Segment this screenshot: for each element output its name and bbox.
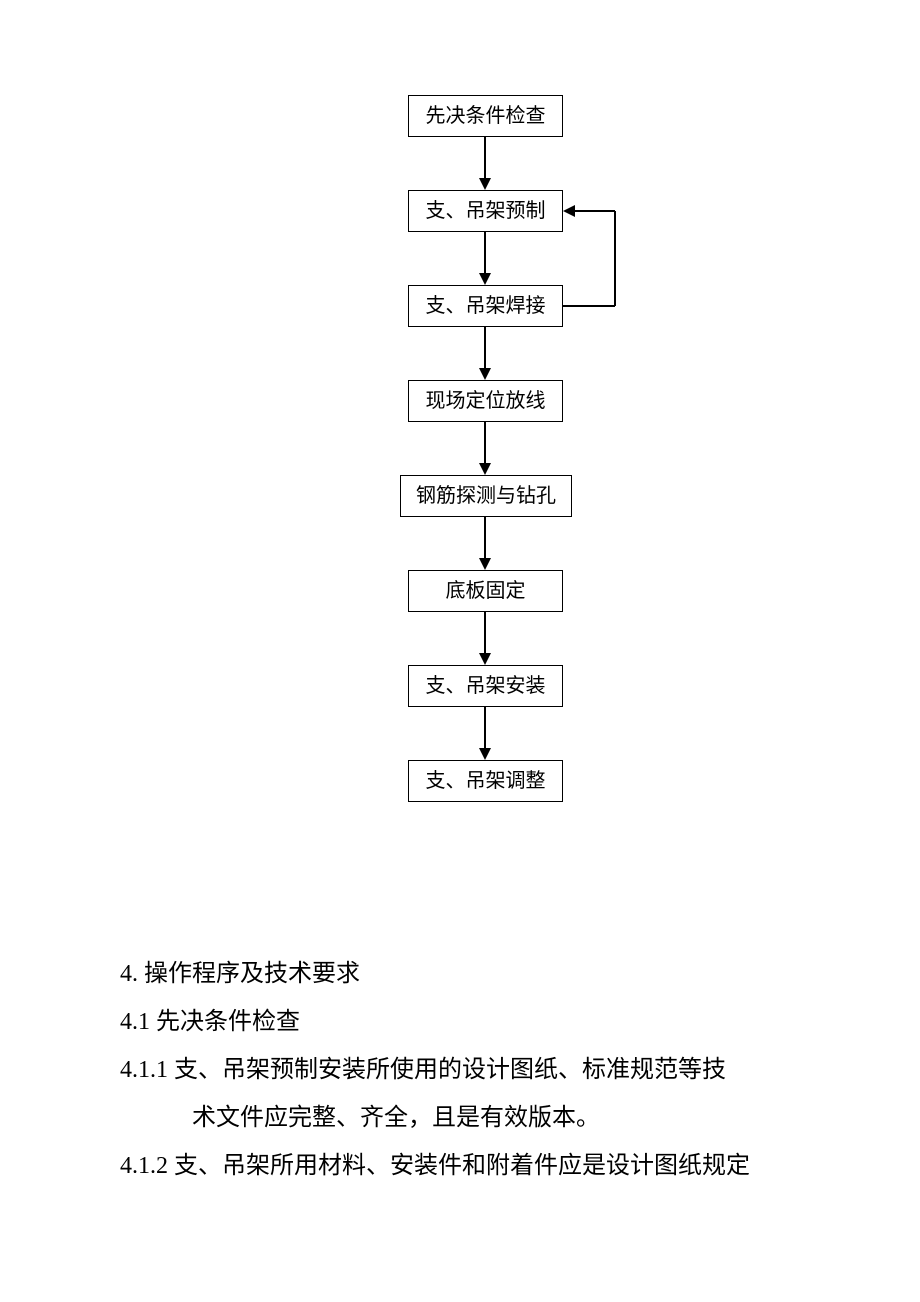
- flow-edge-n3-n4-head: [479, 368, 491, 380]
- flow-edge-n3-n4-line: [484, 327, 486, 368]
- flow-node-n6: 底板固定: [408, 570, 563, 612]
- flow-edge-n4-n5-head: [479, 463, 491, 475]
- flow-node-n1: 先决条件检查: [408, 95, 563, 137]
- flow-edge-n1-n2-line: [484, 137, 486, 178]
- para-4-1-1-line2: 术文件应完整、齐全，且是有效版本。: [120, 1094, 820, 1142]
- flow-node-n2: 支、吊架预制: [408, 190, 563, 232]
- flow-node-n5: 钢筋探测与钻孔: [400, 475, 572, 517]
- document-page: 先决条件检查支、吊架预制支、吊架焊接现场定位放线钢筋探测与钻孔底板固定支、吊架安…: [0, 0, 920, 1302]
- para-4-1-1-line1: 4.1.1 支、吊架预制安装所使用的设计图纸、标准规范等技: [120, 1046, 820, 1094]
- flow-node-n8: 支、吊架调整: [408, 760, 563, 802]
- flow-edge-n5-n6-head: [479, 558, 491, 570]
- flow-feedback-head: [563, 205, 575, 217]
- flow-edge-n5-n6-line: [484, 517, 486, 558]
- flow-feedback-in-h: [575, 210, 615, 212]
- flow-edge-n6-n7-line: [484, 612, 486, 653]
- flow-edge-n1-n2-head: [479, 178, 491, 190]
- flow-edge-n2-n3-head: [479, 273, 491, 285]
- flow-node-n4: 现场定位放线: [408, 380, 563, 422]
- para-4-1-2-line1: 4.1.2 支、吊架所用材料、安装件和附着件应是设计图纸规定: [120, 1142, 820, 1190]
- flow-edge-n6-n7-head: [479, 653, 491, 665]
- flow-edge-n7-n8-head: [479, 748, 491, 760]
- flow-edge-n4-n5-line: [484, 422, 486, 463]
- heading-4: 4. 操作程序及技术要求: [120, 950, 820, 998]
- flow-node-n7: 支、吊架安装: [408, 665, 563, 707]
- body-text-block: 4. 操作程序及技术要求 4.1 先决条件检查 4.1.1 支、吊架预制安装所使…: [120, 950, 820, 1190]
- flow-feedback-v: [614, 211, 616, 306]
- heading-4-1: 4.1 先决条件检查: [120, 998, 820, 1046]
- flow-edge-n7-n8-line: [484, 707, 486, 748]
- flow-feedback-out-h: [563, 305, 615, 307]
- flow-edge-n2-n3-line: [484, 232, 486, 273]
- flow-node-n3: 支、吊架焊接: [408, 285, 563, 327]
